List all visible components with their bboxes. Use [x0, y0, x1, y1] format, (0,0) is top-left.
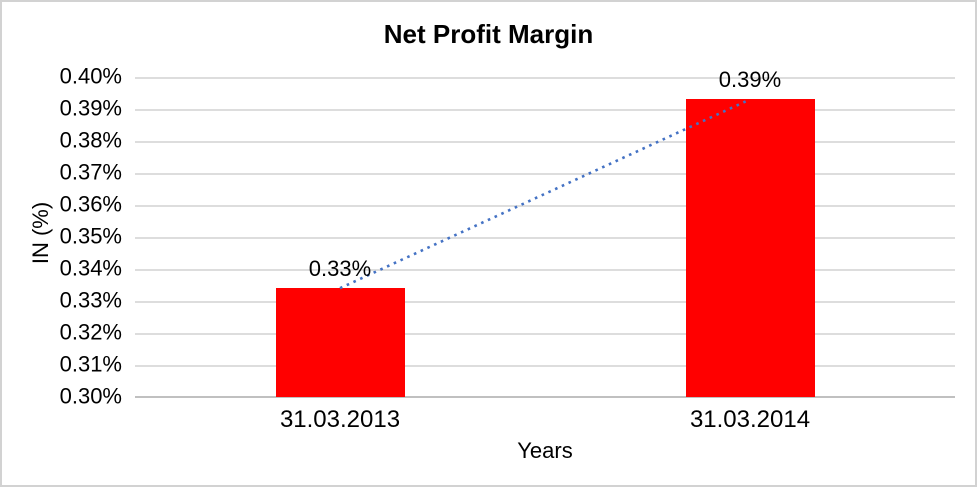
bar-31.03.2013: [275, 288, 405, 397]
y-tick-label: 0.31%: [59, 351, 122, 377]
y-tick-label: 0.40%: [59, 63, 122, 89]
gridline: [135, 301, 955, 303]
y-tick-label: 0.35%: [59, 223, 122, 249]
gridline: [135, 365, 955, 367]
y-tick-label: 0.38%: [59, 127, 122, 153]
x-axis-line: [135, 396, 955, 398]
y-tick-label: 0.32%: [59, 319, 122, 345]
data-label: 0.33%: [308, 256, 372, 282]
y-tick-label: 0.30%: [59, 383, 122, 409]
gridline: [135, 109, 955, 111]
chart-title: Net Profit Margin: [383, 19, 594, 49]
y-tick-label: 0.37%: [59, 159, 122, 185]
gridline: [135, 141, 955, 143]
y-tick-label: 0.34%: [59, 255, 122, 281]
x-category-label: 31.03.2014: [689, 406, 811, 433]
x-axis-title: Years: [517, 438, 573, 463]
y-tick-label: 0.39%: [59, 95, 122, 121]
gridline: [135, 173, 955, 175]
y-tick-label: 0.36%: [59, 191, 122, 217]
gridline: [135, 269, 955, 271]
plot-area: [135, 77, 955, 398]
gridline: [135, 205, 955, 207]
gridline: [135, 77, 955, 79]
bar-31.03.2014: [685, 99, 815, 397]
y-tick-label: 0.33%: [59, 287, 122, 313]
x-category-label: 31.03.2013: [279, 406, 401, 433]
data-label: 0.39%: [718, 67, 782, 93]
gridline: [135, 237, 955, 239]
gridline: [135, 333, 955, 335]
